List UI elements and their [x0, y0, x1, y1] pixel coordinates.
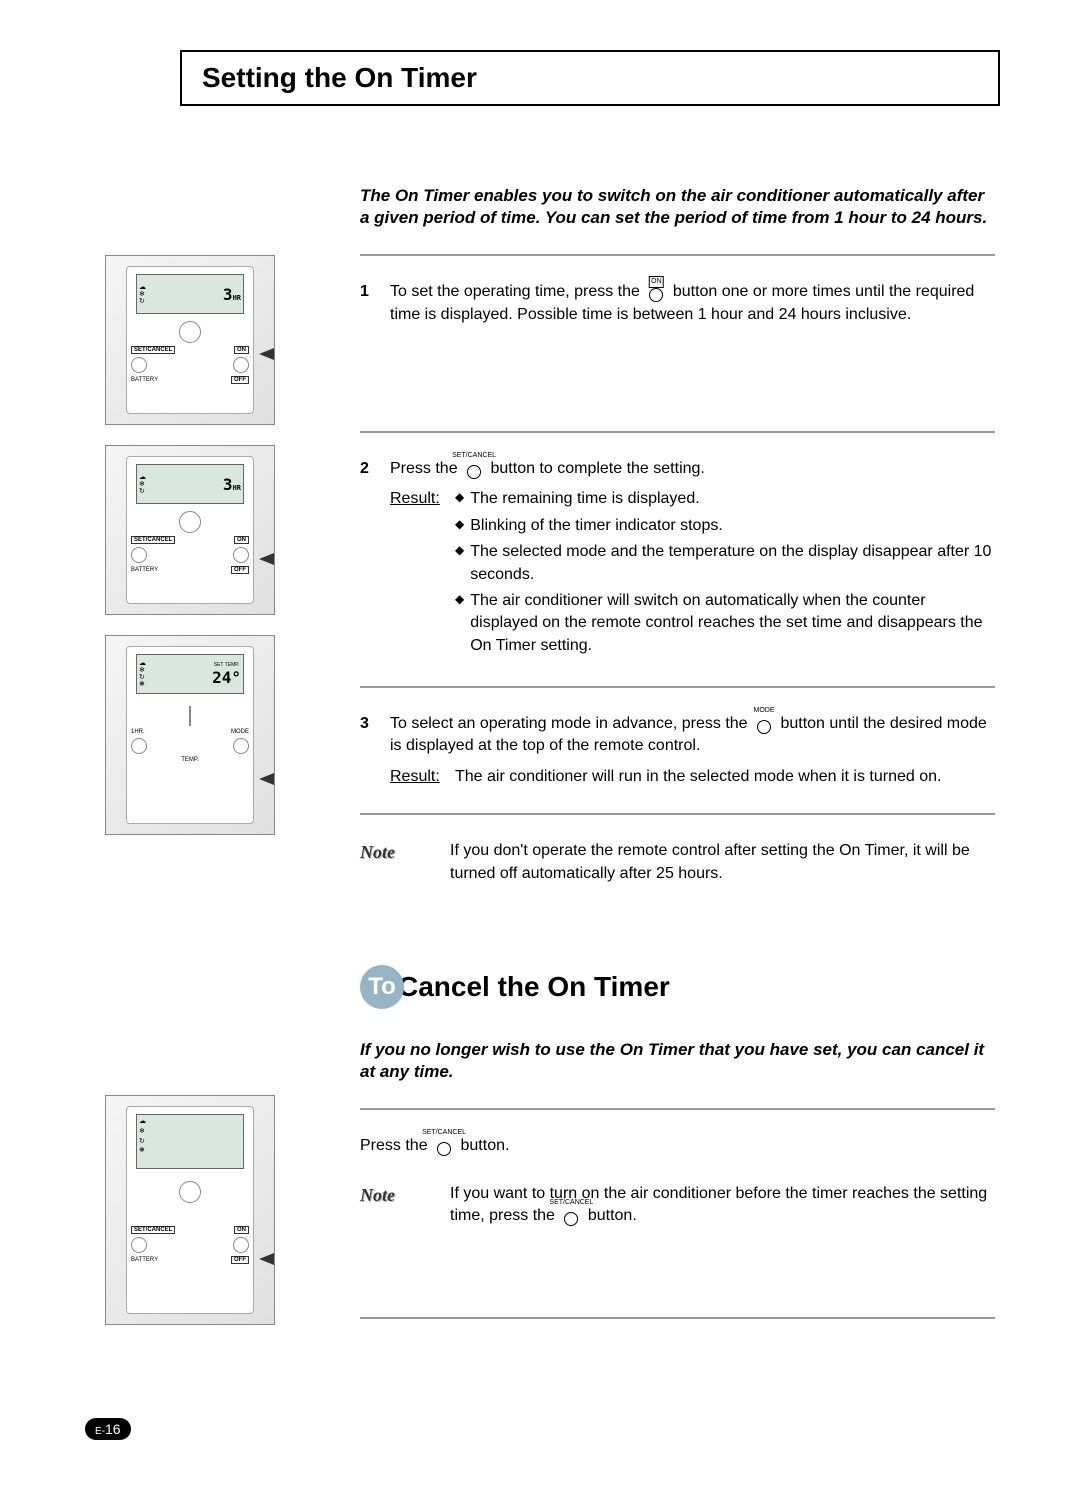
mode-button-icon: MODE — [754, 714, 774, 734]
set-cancel-button-icon: SET/CANCEL — [434, 1136, 454, 1156]
intro-text: The On Timer enables you to switch on th… — [360, 185, 995, 229]
section2-heading: To Cancel the On Timer — [360, 965, 995, 1009]
divider — [360, 1108, 995, 1110]
step-1: 1 To set the operating time, press the O… — [360, 281, 995, 326]
remote-figure-1: ☁❄↻ 3HR SET/CANCELON BATTERYOFF — [105, 255, 275, 425]
title-box: Setting the On Timer — [180, 50, 1000, 106]
divider — [360, 254, 995, 256]
on-button-icon: ON — [646, 282, 666, 302]
set-cancel-button-icon: SET/CANCEL — [464, 459, 484, 479]
content-column: The On Timer enables you to switch on th… — [360, 185, 995, 885]
note-2: Note If you want to turn on the air cond… — [360, 1183, 995, 1228]
figures-column-1: ☁❄↻ 3HR SET/CANCELON BATTERYOFF ☁❄↻ 3HR … — [105, 255, 305, 855]
remote-figure-2: ☁❄↻ 3HR SET/CANCELON BATTERYOFF — [105, 445, 275, 615]
divider — [360, 686, 995, 688]
page-number: E-16 — [85, 1418, 131, 1440]
remote-figure-3: ☁❄↻❅ SET TEMP. 24° 1HR.MODE TEMP. — [105, 635, 275, 835]
bullet: The air conditioner will switch on autom… — [455, 590, 995, 657]
section2-instruction: Press the SET/CANCEL button. — [360, 1135, 995, 1157]
bullet: The remaining time is displayed. — [455, 488, 995, 510]
section-cancel-timer: To Cancel the On Timer If you no longer … — [360, 965, 995, 1344]
note-1: Note If you don't operate the remote con… — [360, 840, 995, 885]
result-label: Result: — [390, 766, 455, 788]
step-2: 2 Press the SET/CANCEL button to complet… — [360, 458, 995, 661]
step-3: 3 To select an operating mode in advance… — [360, 713, 995, 788]
set-cancel-button-icon: SET/CANCEL — [561, 1206, 581, 1226]
divider — [360, 431, 995, 433]
bullet: The selected mode and the temperature on… — [455, 541, 995, 586]
figures-column-2: ☁❄↻❅ SET/CANCELON BATTERYOFF — [105, 1095, 305, 1345]
section2-intro: If you no longer wish to use the On Time… — [360, 1039, 995, 1083]
page-title: Setting the On Timer — [202, 62, 978, 94]
divider — [360, 1317, 995, 1319]
remote-figure-4: ☁❄↻❅ SET/CANCELON BATTERYOFF — [105, 1095, 275, 1325]
divider — [360, 813, 995, 815]
bullet: Blinking of the timer indicator stops. — [455, 515, 995, 537]
result-label: Result: — [390, 488, 455, 661]
